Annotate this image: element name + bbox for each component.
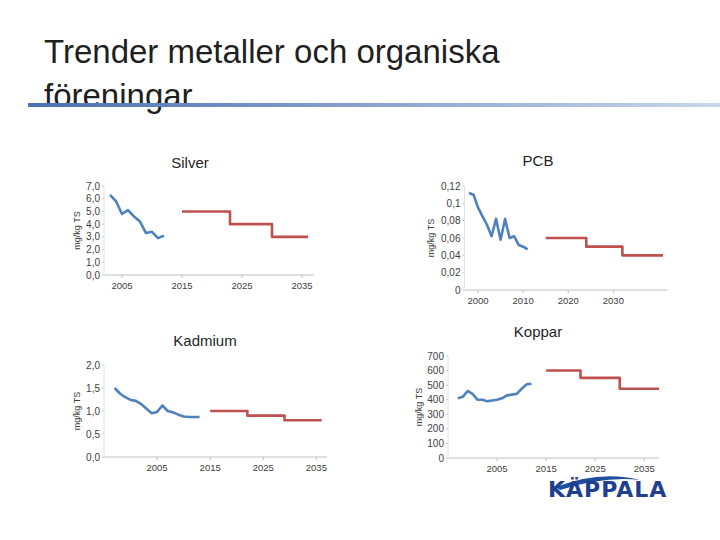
chart-title: Koppar xyxy=(514,323,562,340)
y-tick-label: 0,1 xyxy=(447,198,461,209)
y-tick-label: 400 xyxy=(427,394,444,405)
y-tick-label: 600 xyxy=(427,365,444,376)
x-tick-label: 2005 xyxy=(111,280,132,291)
x-tick xyxy=(497,458,498,461)
x-tick xyxy=(644,458,645,461)
series-line xyxy=(115,388,200,417)
y-tick-label: 1,0 xyxy=(86,257,100,268)
y-tick-label: 0,0 xyxy=(86,452,100,463)
plot-area xyxy=(115,388,322,420)
plot-area xyxy=(458,371,659,402)
x-tick-label: 2005 xyxy=(486,463,507,474)
y-tick-label: 2,0 xyxy=(86,244,100,255)
y-tick-label: 0,08 xyxy=(441,215,461,226)
x-tick-label: 2015 xyxy=(171,280,192,291)
x-tick xyxy=(263,457,264,460)
chart: Koppar mg/kg TS 0 100 200 300 400 500 600 700 2005… xyxy=(414,323,659,474)
x-tick-label: 2025 xyxy=(231,280,252,291)
charts: Silver mg/kg TS 0,0 1,0 2,0 3,04,0 5,0 6,07,0 20… xyxy=(0,0,720,540)
x-tick-label: 2000 xyxy=(467,295,488,306)
y-tick-label: 5,0 xyxy=(86,206,100,217)
x-tick-label: 2015 xyxy=(536,463,557,474)
y-tick-label: 0 xyxy=(455,285,461,296)
series-line xyxy=(469,193,528,249)
y-tick-label: 0,02 xyxy=(441,267,461,278)
series-line xyxy=(458,384,532,401)
x-tick-label: 2025 xyxy=(585,463,606,474)
y-tick-label: 1,5 xyxy=(86,383,100,394)
x-tick-label: 2005 xyxy=(147,462,168,473)
y-tick-label: 700 xyxy=(427,351,444,362)
slide: Trender metaller och organiska föreninga… xyxy=(0,0,720,540)
x-tick xyxy=(302,275,303,278)
x-tick xyxy=(122,275,123,278)
x-tick xyxy=(316,457,317,460)
y-tick-label: 100 xyxy=(427,438,444,449)
plot-area xyxy=(469,193,663,255)
y-tick-label: 500 xyxy=(427,380,444,391)
x-tick-label: 2025 xyxy=(253,462,274,473)
y-axis-label: mg/kg TS xyxy=(426,219,436,257)
x-tick xyxy=(210,457,211,460)
y-tick-label: 0,5 xyxy=(86,429,100,440)
title-underline xyxy=(28,103,720,107)
series-line xyxy=(546,238,663,255)
y-tick-label: 4,0 xyxy=(86,219,100,230)
y-tick-label: 1,0 xyxy=(86,406,100,417)
chart: Kadmium mg/kg TS 0,0 0,5 1,0 1,5 2,0 2005 2015 20… xyxy=(72,332,327,473)
y-tick-label: 3,0 xyxy=(86,231,100,242)
chart-title: Kadmium xyxy=(173,332,236,349)
y-tick-label: 7,0 xyxy=(86,181,100,192)
y-tick-label: 2,0 xyxy=(86,360,100,371)
y-tick-label: 0,06 xyxy=(441,233,461,244)
x-tick xyxy=(595,458,596,461)
y-tick-label: 200 xyxy=(427,423,444,434)
y-axis-line xyxy=(464,186,465,290)
x-tick-label: 2030 xyxy=(603,295,624,306)
series-line xyxy=(210,411,322,420)
x-tick xyxy=(523,290,524,293)
y-axis-label: mg/kg TS xyxy=(72,392,82,430)
x-axis-line xyxy=(448,458,659,459)
chart-title: Silver xyxy=(171,154,209,171)
x-tick-label: 2010 xyxy=(513,295,534,306)
chart: Silver mg/kg TS 0,0 1,0 2,0 3,04,0 5,0 6,07,0 20… xyxy=(72,154,314,291)
series-line xyxy=(182,211,308,236)
x-axis-line xyxy=(465,290,668,291)
x-axis-line xyxy=(104,457,327,458)
chart: PCB mg/kg TS 0 0,02 0,04 0,06 0,08 0,1 0,12 2000 2… xyxy=(426,152,668,306)
x-tick xyxy=(478,290,479,293)
series-line xyxy=(110,195,164,238)
x-tick xyxy=(242,275,243,278)
x-tick-label: 2035 xyxy=(634,463,655,474)
logo: KÄPPALA xyxy=(548,476,667,502)
y-tick-label: 0,0 xyxy=(86,270,100,281)
chart-title: PCB xyxy=(523,152,554,169)
y-tick-label: 0 xyxy=(438,453,444,464)
y-tick-label: 0,12 xyxy=(441,181,461,192)
y-tick-label: 6,0 xyxy=(86,193,100,204)
y-axis-label: mg/kg TS xyxy=(414,388,424,426)
x-tick xyxy=(157,457,158,460)
series-line xyxy=(546,371,659,389)
logo-text: KÄPPALA xyxy=(548,477,667,502)
y-tick-label: 300 xyxy=(427,409,444,420)
x-axis-line xyxy=(104,275,314,276)
x-tick-label: 2035 xyxy=(306,462,327,473)
y-axis-line xyxy=(104,186,105,275)
x-tick xyxy=(546,458,547,461)
y-axis-line xyxy=(104,365,105,457)
x-tick xyxy=(182,275,183,278)
y-tick-label: 0,04 xyxy=(441,250,461,261)
x-tick xyxy=(568,290,569,293)
x-tick xyxy=(613,290,614,293)
x-tick-label: 2035 xyxy=(291,280,312,291)
y-axis-line xyxy=(448,356,449,458)
x-tick-label: 2015 xyxy=(200,462,221,473)
x-tick-label: 2020 xyxy=(558,295,579,306)
plot-area xyxy=(110,195,308,238)
y-axis-label: mg/kg TS xyxy=(72,211,82,249)
